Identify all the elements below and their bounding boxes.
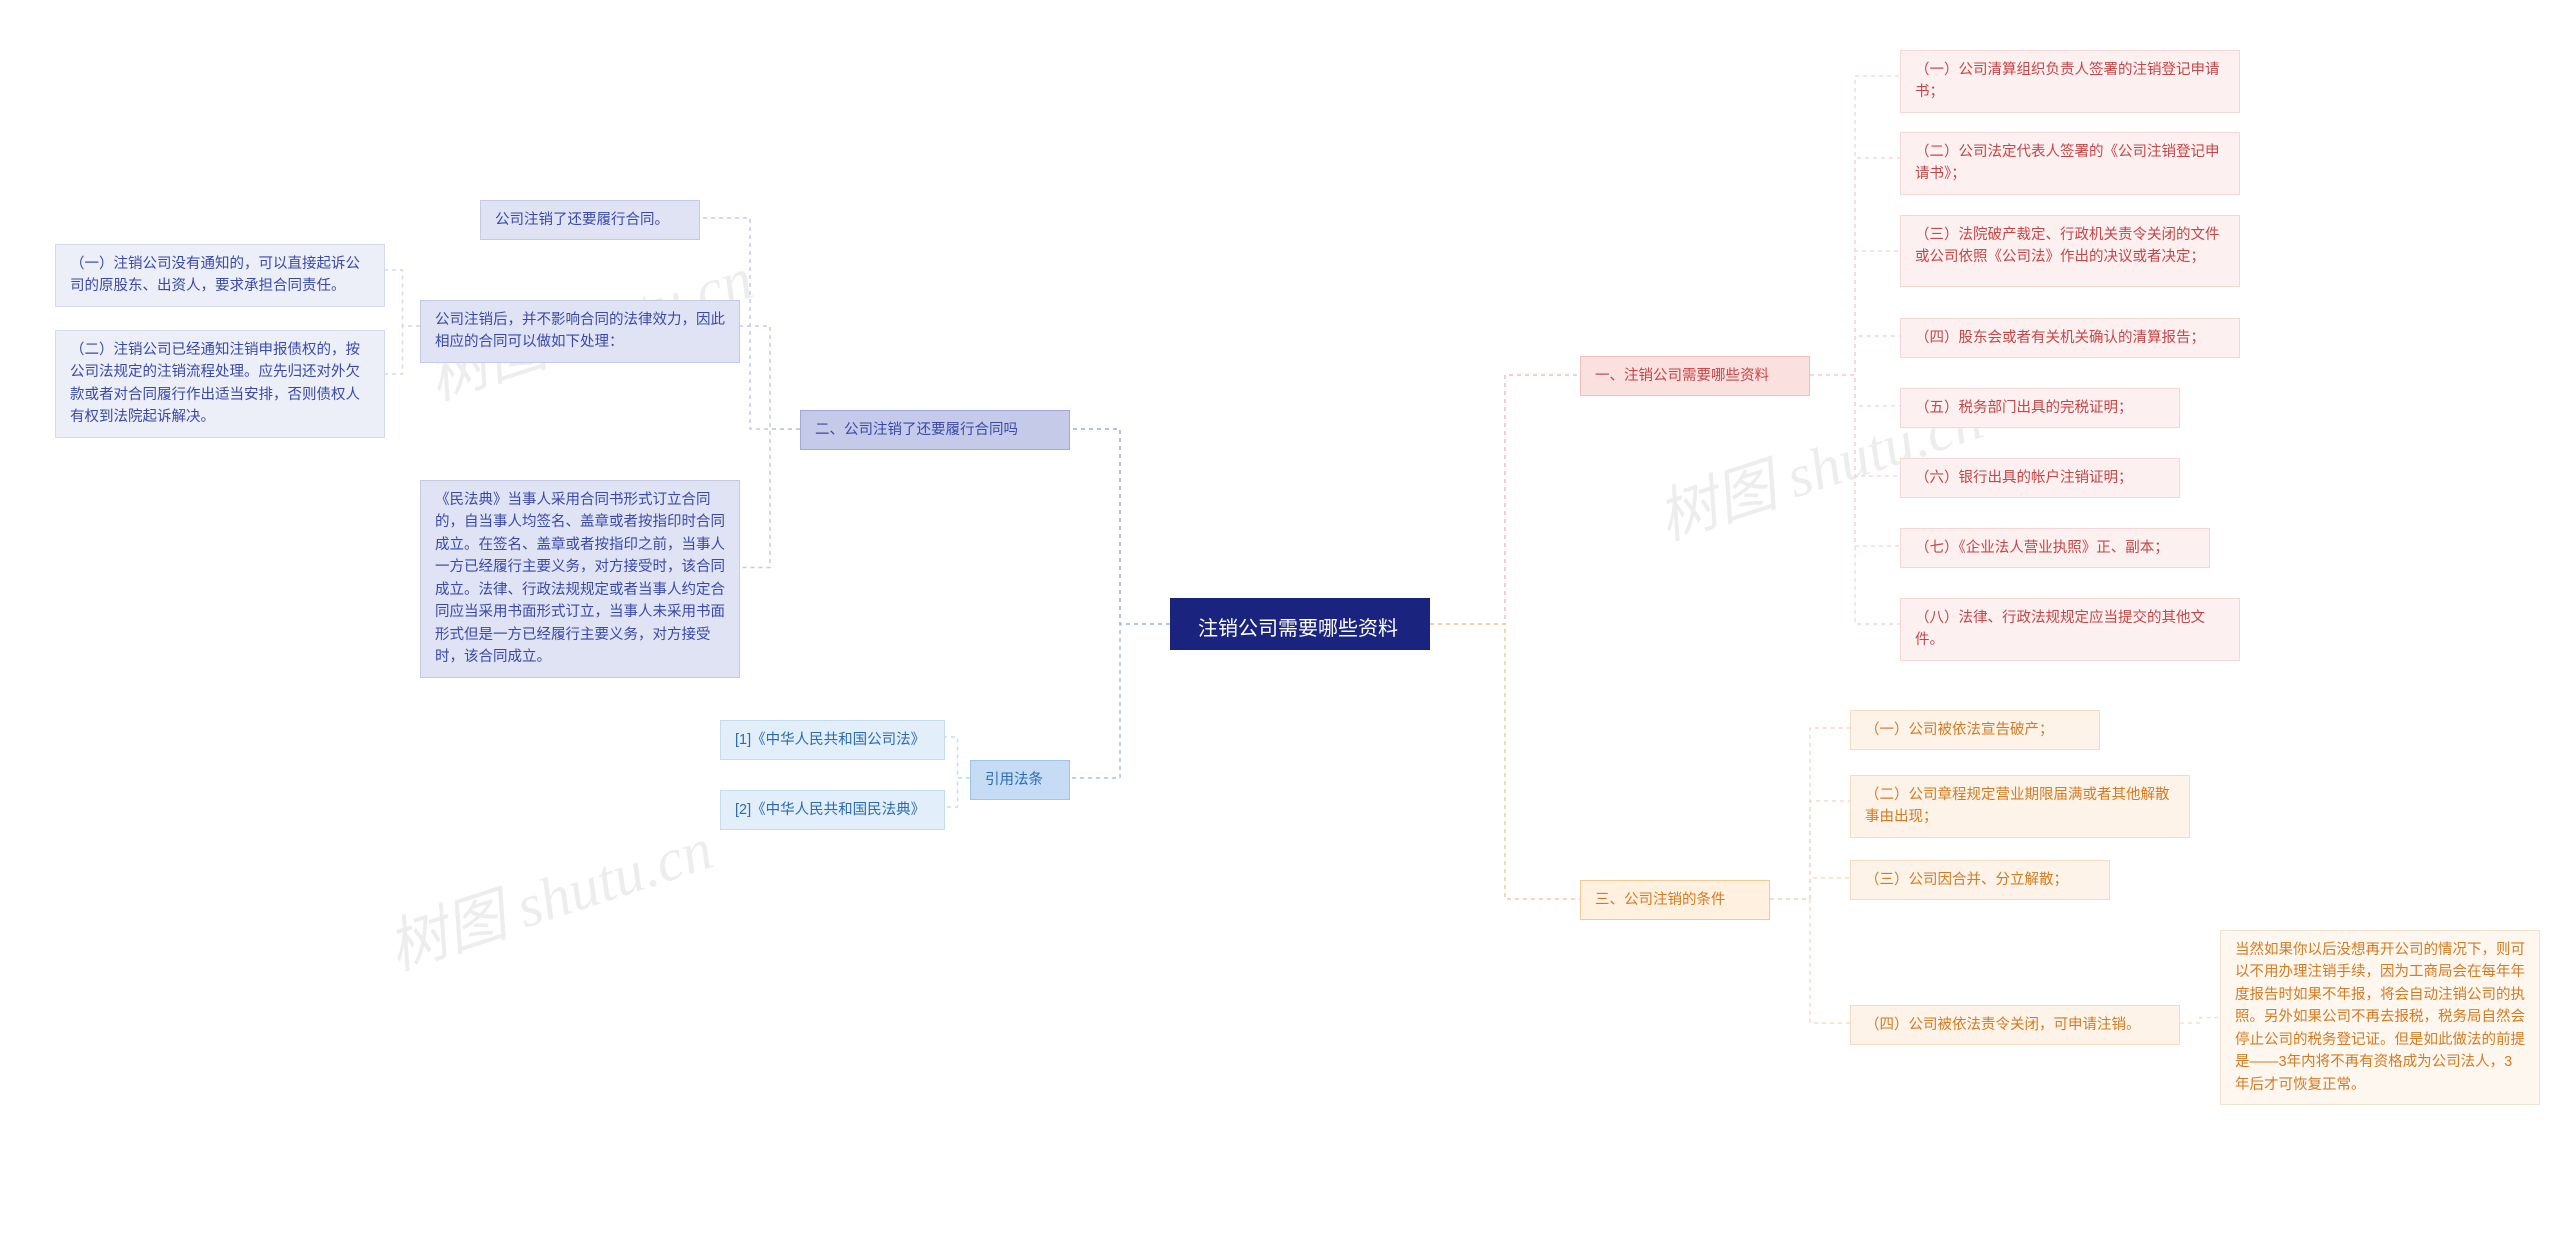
watermark: 树图 shutu.cn xyxy=(375,800,722,987)
branch-node-b1[interactable]: 一、注销公司需要哪些资料 xyxy=(1580,356,1810,396)
leaf-node-b1-4[interactable]: （五）税务部门出具的完税证明； xyxy=(1900,388,2180,428)
leaf-node-b3-3[interactable]: （四）公司被依法责令关闭，可申请注销。 xyxy=(1850,1005,2180,1045)
leaf-node-b2-1-1[interactable]: （二）注销公司已经通知注销申报债权的，按公司法规定的注销流程处理。应先归还对外欠… xyxy=(55,330,385,438)
leaf-node-b3-1[interactable]: （二）公司章程规定营业期限届满或者其他解散事由出现； xyxy=(1850,775,2190,838)
leaf-node-b2-2[interactable]: 《民法典》当事人采用合同书形式订立合同的，自当事人均签名、盖章或者按指印时合同成… xyxy=(420,480,740,678)
leaf-node-b2-0[interactable]: 公司注销了还要履行合同。 xyxy=(480,200,700,240)
leaf-node-b3-0[interactable]: （一）公司被依法宣告破产； xyxy=(1850,710,2100,750)
leaf-node-b3-2[interactable]: （三）公司因合并、分立解散； xyxy=(1850,860,2110,900)
leaf-node-b1-1[interactable]: （二）公司法定代表人签署的《公司注销登记申请书》； xyxy=(1900,132,2240,195)
leaf-node-b1-5[interactable]: （六）银行出具的帐户注销证明； xyxy=(1900,458,2180,498)
leaf-node-b1-3[interactable]: （四）股东会或者有关机关确认的清算报告； xyxy=(1900,318,2240,358)
mindmap-canvas: 注销公司需要哪些资料 一、注销公司需要哪些资料 （一）公司清算组织负责人签署的注销… xyxy=(0,0,2560,1249)
leaf-node-b1-6[interactable]: （七）《企业法人营业执照》正、副本； xyxy=(1900,528,2210,568)
branch-node-b4[interactable]: 引用法条 xyxy=(970,760,1070,800)
leaf-node-b1-0[interactable]: （一）公司清算组织负责人签署的注销登记申请书； xyxy=(1900,50,2240,113)
leaf-node-b2-1-0[interactable]: （一）注销公司没有通知的，可以直接起诉公司的原股东、出资人，要求承担合同责任。 xyxy=(55,244,385,307)
branch-node-b2[interactable]: 二、公司注销了还要履行合同吗 xyxy=(800,410,1070,450)
leaf-node-b4-1[interactable]: [2]《中华人民共和国民法典》 xyxy=(720,790,945,830)
leaf-node-b1-7[interactable]: （八）法律、行政法规规定应当提交的其他文件。 xyxy=(1900,598,2240,661)
leaf-node-b4-0[interactable]: [1]《中华人民共和国公司法》 xyxy=(720,720,945,760)
leaf-node-b2-1[interactable]: 公司注销后，并不影响合同的法律效力，因此相应的合同可以做如下处理： xyxy=(420,300,740,363)
center-node[interactable]: 注销公司需要哪些资料 xyxy=(1170,598,1430,650)
leaf-node-b3-3-0[interactable]: 当然如果你以后没想再开公司的情况下，则可以不用办理注销手续，因为工商局会在每年年… xyxy=(2220,930,2540,1105)
branch-node-b3[interactable]: 三、公司注销的条件 xyxy=(1580,880,1770,920)
leaf-node-b1-2[interactable]: （三）法院破产裁定、行政机关责令关闭的文件或公司依照《公司法》作出的决议或者决定… xyxy=(1900,215,2240,287)
